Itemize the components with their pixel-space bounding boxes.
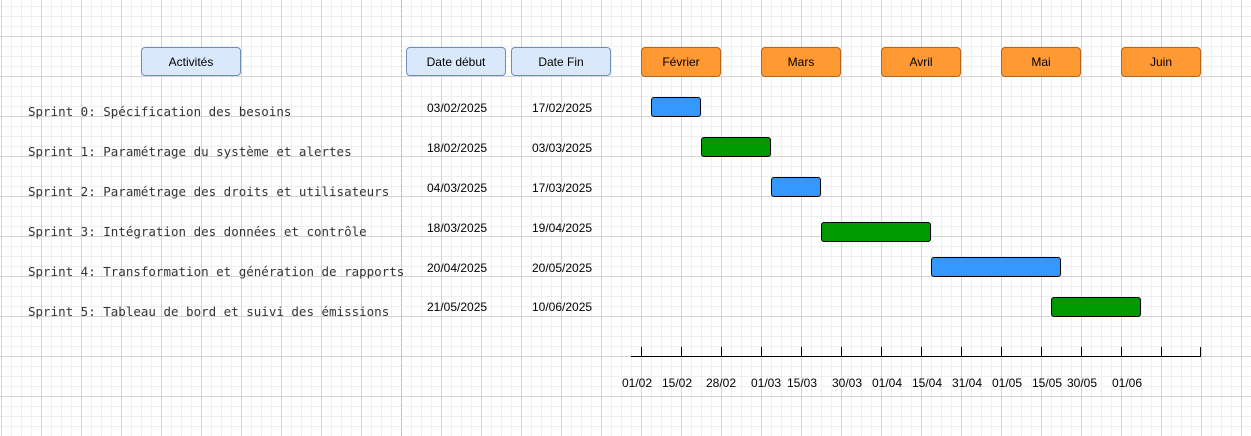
sprint-1-end: 03/03/2025 <box>532 141 593 155</box>
timeline-label: 01/04 <box>872 376 903 390</box>
timeline-tick <box>961 347 962 356</box>
timeline-label: 30/05 <box>1067 376 1098 390</box>
timeline-tick <box>641 347 642 356</box>
sprint-5-bar <box>1051 297 1141 317</box>
month-may: Mai <box>1001 47 1081 77</box>
sprint-4-end: 20/05/2025 <box>532 261 593 275</box>
month-february: Février <box>641 47 721 77</box>
sprint-0-name: Sprint 0: Spécification des besoins <box>28 104 292 119</box>
header-end-date: Date Fin <box>511 47 611 76</box>
timeline-tick <box>921 347 922 356</box>
timeline-tick <box>1200 347 1201 356</box>
timeline-label: 15/03 <box>787 376 818 390</box>
timeline-label: 15/04 <box>912 376 943 390</box>
timeline-tick <box>801 347 802 356</box>
timeline-label: 01/02 <box>622 376 653 390</box>
timeline-label: 28/02 <box>706 376 737 390</box>
timeline-label: 15/05 <box>1032 376 1063 390</box>
timeline-tick <box>681 347 682 356</box>
sprint-3-name: Sprint 3: Intégration des données et con… <box>28 224 367 239</box>
timeline-tick <box>881 347 882 356</box>
timeline-label: 01/06 <box>1112 376 1143 390</box>
timeline-label: 30/03 <box>832 376 863 390</box>
sprint-5-end: 10/06/2025 <box>532 300 593 314</box>
timeline-label: 31/04 <box>952 376 983 390</box>
sprint-5-start: 21/05/2025 <box>427 300 488 314</box>
header-activities: Activités <box>141 47 241 76</box>
header-start-date: Date début <box>406 47 506 76</box>
sprint-0-end: 17/02/2025 <box>532 101 593 115</box>
sprint-0-bar <box>651 97 701 117</box>
sprint-2-end: 17/03/2025 <box>532 181 593 195</box>
month-march: Mars <box>761 47 841 77</box>
sprint-3-start: 18/03/2025 <box>427 221 488 235</box>
timeline-axis <box>631 356 1201 357</box>
timeline-label: 01/05 <box>992 376 1023 390</box>
timeline-tick <box>1001 347 1002 356</box>
sprint-5-name: Sprint 5: Tableau de bord et suivi des é… <box>28 304 390 319</box>
sprint-1-bar <box>701 137 771 157</box>
month-june: Juin <box>1121 47 1201 77</box>
timeline-tick <box>721 347 722 356</box>
sprint-3-bar <box>821 222 931 242</box>
sprint-2-bar <box>771 177 821 197</box>
timeline-tick <box>1121 347 1122 356</box>
timeline-tick <box>1161 347 1162 356</box>
timeline-label: 01/03 <box>751 376 782 390</box>
timeline-tick <box>1081 347 1082 356</box>
sprint-4-name: Sprint 4: Transformation et génération d… <box>28 264 405 279</box>
sprint-4-bar <box>931 257 1061 277</box>
timeline-tick <box>761 347 762 356</box>
column-divider <box>401 0 402 436</box>
sprint-3-end: 19/04/2025 <box>532 221 593 235</box>
timeline-label: 15/02 <box>662 376 693 390</box>
sprint-1-start: 18/02/2025 <box>427 141 488 155</box>
sprint-1-name: Sprint 1: Paramétrage du système et aler… <box>28 144 352 159</box>
timeline-tick <box>841 347 842 356</box>
sprint-2-name: Sprint 2: Paramétrage des droits et util… <box>28 184 390 199</box>
sprint-0-start: 03/02/2025 <box>427 101 488 115</box>
timeline-tick <box>1041 347 1042 356</box>
sprint-2-start: 04/03/2025 <box>427 181 488 195</box>
sprint-4-start: 20/04/2025 <box>427 261 488 275</box>
month-april: Avril <box>881 47 961 77</box>
